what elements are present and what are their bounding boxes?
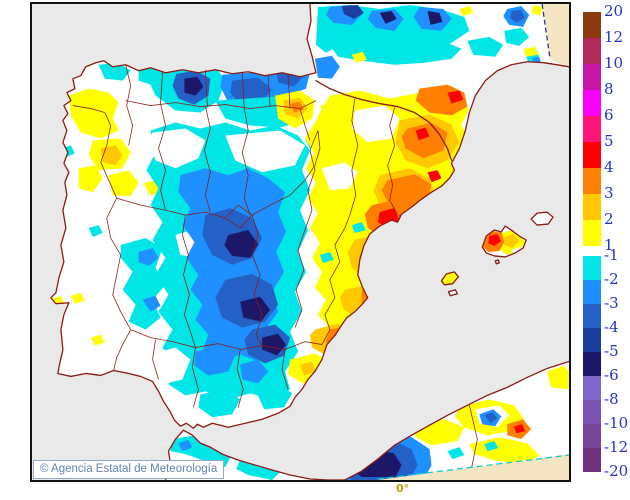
legend-color-block bbox=[583, 12, 601, 38]
coastlines bbox=[50, 4, 569, 480]
legend-color-block bbox=[583, 424, 601, 448]
legend-color-block bbox=[583, 280, 601, 304]
legend-color-block bbox=[583, 304, 601, 328]
legend-tick-label: -2 bbox=[604, 270, 619, 289]
province-borders bbox=[72, 64, 478, 470]
legend-tick-label: -12 bbox=[604, 438, 629, 457]
legend-tick-label: 5 bbox=[604, 132, 614, 151]
legend-tick-label: -4 bbox=[604, 318, 619, 337]
legend-tick-label: 12 bbox=[604, 28, 624, 47]
legend-tick-label: 8 bbox=[604, 80, 614, 99]
legend-color-block bbox=[583, 142, 601, 168]
domain-edge-dashed-top bbox=[541, 4, 551, 59]
attribution-badge: © Agencia Estatal de Meteorología bbox=[33, 460, 225, 479]
domain-edge-dashed-bottom bbox=[377, 454, 569, 480]
legend-color-block bbox=[583, 328, 601, 352]
legend-color-block bbox=[583, 376, 601, 400]
legend-color-block bbox=[583, 38, 601, 64]
legend-tick-label: 4 bbox=[604, 158, 614, 177]
legend-tick-label: 20 bbox=[604, 2, 624, 21]
legend-color-block bbox=[583, 194, 601, 220]
pyrenees-border bbox=[315, 80, 453, 161]
legend-tick-label: -6 bbox=[604, 366, 619, 385]
legend-tick-label: -1 bbox=[604, 246, 619, 265]
legend-tick-label: 3 bbox=[604, 184, 614, 203]
legend-tick-label: 1 bbox=[604, 236, 614, 255]
legend-color-block bbox=[583, 168, 601, 194]
legend-tick-label: 6 bbox=[604, 106, 614, 125]
legend-tick-label: 2 bbox=[604, 210, 614, 229]
legend-tick-label: -20 bbox=[604, 462, 629, 481]
legend-color-block bbox=[583, 352, 601, 376]
map-canvas: aemet © Agencia Estatal de Meteorología bbox=[30, 2, 571, 482]
legend-tick-label: 10 bbox=[604, 54, 624, 73]
legend-tick-label: -5 bbox=[604, 342, 619, 361]
outside-domain-areas bbox=[377, 4, 569, 480]
legend-color-block bbox=[583, 448, 601, 472]
legend-color-block bbox=[583, 256, 601, 280]
legend-color-block bbox=[583, 220, 601, 246]
legend-color-block bbox=[583, 400, 601, 424]
legend-color-block bbox=[583, 64, 601, 90]
iberia-map-svg bbox=[32, 4, 569, 480]
legend-tick-label: -10 bbox=[604, 414, 629, 433]
meridian-label: 0° bbox=[396, 482, 410, 495]
legend-color-block bbox=[583, 116, 601, 142]
legend-color-block bbox=[583, 90, 601, 116]
legend-tick-label: -3 bbox=[604, 294, 619, 313]
legend-tick-label: -8 bbox=[604, 390, 619, 409]
